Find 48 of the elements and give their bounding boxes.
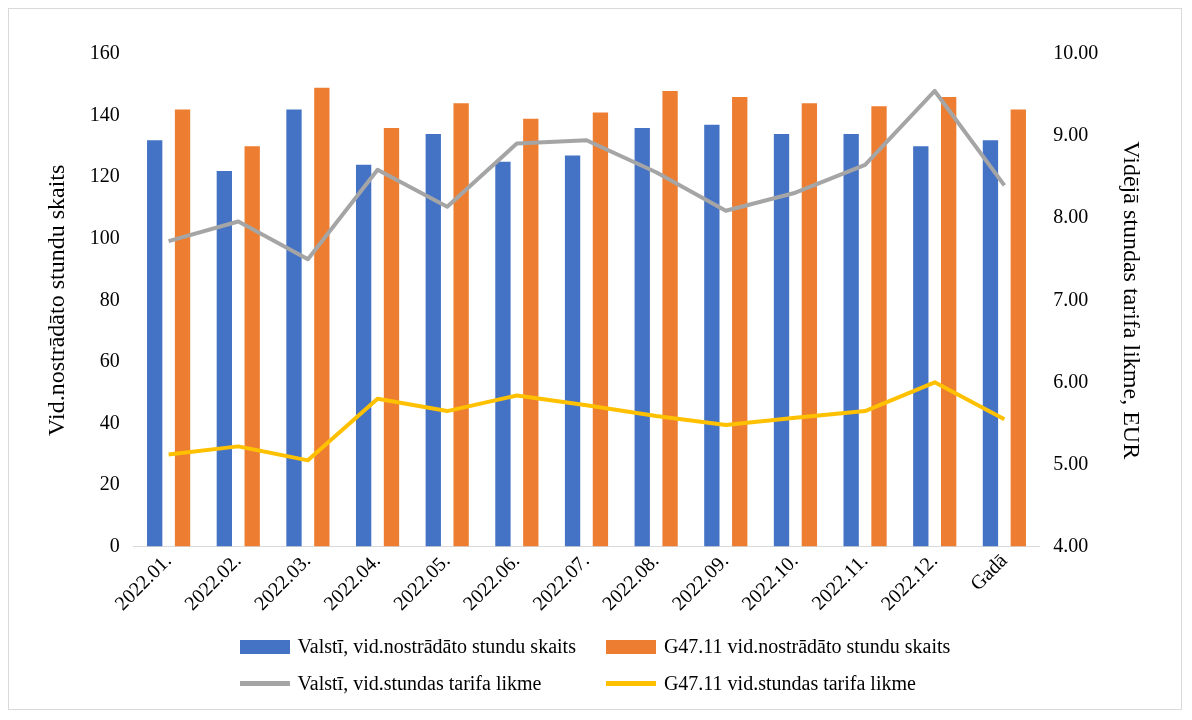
y2-axis-title: Vidējā stundas tarifa likme, EUR	[1119, 141, 1146, 460]
bar	[314, 87, 330, 547]
bar	[982, 140, 999, 547]
y-tick-label: 60	[99, 349, 120, 372]
bar	[1010, 109, 1026, 547]
y-tick-label: 20	[99, 472, 120, 495]
bar	[941, 97, 957, 547]
y-tick-label: 140	[89, 102, 120, 125]
bar	[216, 170, 232, 547]
bar	[801, 103, 818, 547]
legend-label: G47.11 vid.nostrādāto stundu skaits	[663, 635, 951, 658]
bar	[495, 161, 511, 547]
bar	[355, 164, 372, 547]
bar	[147, 140, 163, 547]
bar	[773, 134, 790, 547]
y-axis-title: Vid.nostrādāto stundu skaits	[42, 164, 69, 436]
bar	[871, 106, 887, 547]
y2-tick-label: 6.00	[1053, 369, 1089, 392]
y-tick-label: 40	[99, 410, 120, 433]
bar	[564, 155, 581, 547]
y-tick-label: 80	[99, 287, 120, 310]
y-tick-label: 100	[89, 225, 120, 248]
legend-label: Valstī, vid.nostrādāto stundu skaits	[297, 635, 576, 658]
y-tick-label: 120	[89, 164, 120, 187]
bar	[244, 146, 260, 547]
bar	[174, 109, 191, 547]
bar	[634, 127, 650, 547]
y2-tick-label: 5.00	[1053, 451, 1089, 474]
bar	[704, 124, 720, 547]
y2-tick-label: 9.00	[1053, 123, 1089, 146]
bar	[286, 109, 302, 547]
y2-tick-label: 7.00	[1053, 287, 1089, 310]
y2-tick-label: 4.00	[1053, 533, 1089, 556]
y2-tick-label: 10.00	[1053, 41, 1099, 64]
bar	[592, 112, 609, 547]
bar	[425, 134, 441, 547]
legend-label: G47.11 vid.stundas tarifa likme	[663, 672, 916, 695]
bar	[453, 103, 469, 547]
y2-tick-label: 8.00	[1053, 205, 1089, 228]
bar	[843, 134, 859, 547]
y-tick-label: 0	[109, 533, 120, 556]
bar	[662, 90, 678, 547]
bar	[913, 146, 929, 547]
bar	[523, 118, 539, 547]
y-tick-label: 160	[89, 41, 120, 64]
legend-label: Valstī, vid.stundas tarifa likme	[297, 672, 542, 695]
bar	[732, 97, 748, 547]
bar	[383, 127, 400, 547]
